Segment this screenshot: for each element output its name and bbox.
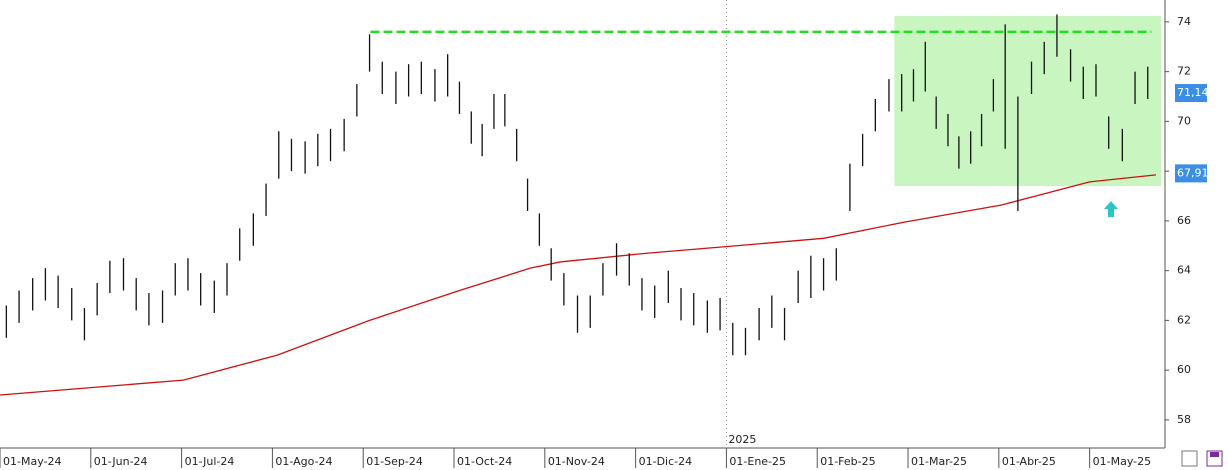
price-tag	[1175, 164, 1207, 183]
y-tick-label: 72	[1177, 65, 1191, 78]
price-tag-label: 67,91	[1177, 166, 1209, 179]
range-box	[894, 15, 1162, 187]
x-tick-label: 01-Nov-24	[548, 455, 605, 468]
y-tick-label: 60	[1177, 363, 1191, 376]
price-tag-label: 71,14	[1177, 86, 1209, 99]
save-icon	[1210, 452, 1219, 457]
x-tick-label: 01-Jun-24	[94, 455, 148, 468]
price-tag	[1175, 84, 1207, 103]
y-tick-label: 70	[1177, 114, 1191, 127]
year-label: 2025	[728, 433, 756, 446]
x-tick-label: 01-Feb-25	[820, 455, 875, 468]
x-tick-label: 01-Jul-24	[185, 455, 235, 468]
x-tick-label: 01-May-25	[1093, 455, 1151, 468]
y-tick-label: 74	[1177, 15, 1191, 28]
up-arrow	[1104, 201, 1118, 217]
x-tick-label: 01-Sep-24	[366, 455, 423, 468]
y-tick-label: 66	[1177, 214, 1191, 227]
x-tick-label: 01-Ago-24	[275, 455, 332, 468]
x-tick-label: 01-Mar-25	[911, 455, 967, 468]
moving-average-line	[0, 174, 1156, 396]
x-tick-label: 01-Abr-25	[1002, 455, 1056, 468]
x-tick-label: 01-Ene-25	[729, 455, 786, 468]
x-tick-label: 01-May-24	[3, 455, 61, 468]
x-tick-label: 01-Oct-24	[457, 455, 512, 468]
y-tick-label: 58	[1177, 413, 1191, 426]
y-tick-label: 62	[1177, 313, 1191, 326]
x-tick-label: 01-Dic-24	[639, 455, 693, 468]
square-button[interactable]	[1181, 450, 1198, 467]
y-tick-label: 64	[1177, 264, 1191, 277]
